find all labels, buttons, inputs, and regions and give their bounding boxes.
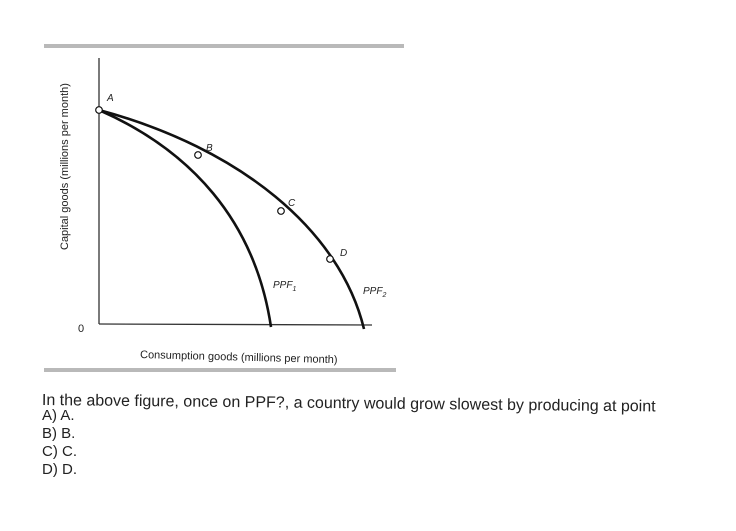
ppf2-curve <box>98 108 366 330</box>
option-d[interactable]: D) D. <box>42 461 77 478</box>
y-axis-label: Capital goods (millions per month) <box>59 83 71 250</box>
top-border-rule <box>44 44 404 48</box>
x-axis <box>98 323 373 326</box>
ppf1-curve <box>98 108 273 328</box>
point-b-label: B <box>206 143 213 154</box>
point-a-marker <box>95 106 103 114</box>
x-axis-label: Consumption goods (millions per month) <box>140 349 338 366</box>
point-d-label: D <box>340 248 347 259</box>
point-b-marker <box>194 151 202 159</box>
ppf1-label: PPF1 <box>273 280 296 293</box>
option-c[interactable]: C) C. <box>42 443 77 460</box>
origin-label: 0 <box>78 323 84 335</box>
bottom-border-rule <box>44 368 396 372</box>
point-c-label: C <box>288 198 296 209</box>
answer-options: A) A. B) B. C) C. D) D. <box>42 407 77 479</box>
option-a[interactable]: A) A. <box>42 407 75 424</box>
option-b[interactable]: B) B. <box>42 425 76 442</box>
ppf2-label: PPF2 <box>363 286 386 299</box>
point-a-label: A <box>106 93 114 104</box>
point-c-marker <box>277 207 285 215</box>
point-d-marker <box>326 255 334 263</box>
